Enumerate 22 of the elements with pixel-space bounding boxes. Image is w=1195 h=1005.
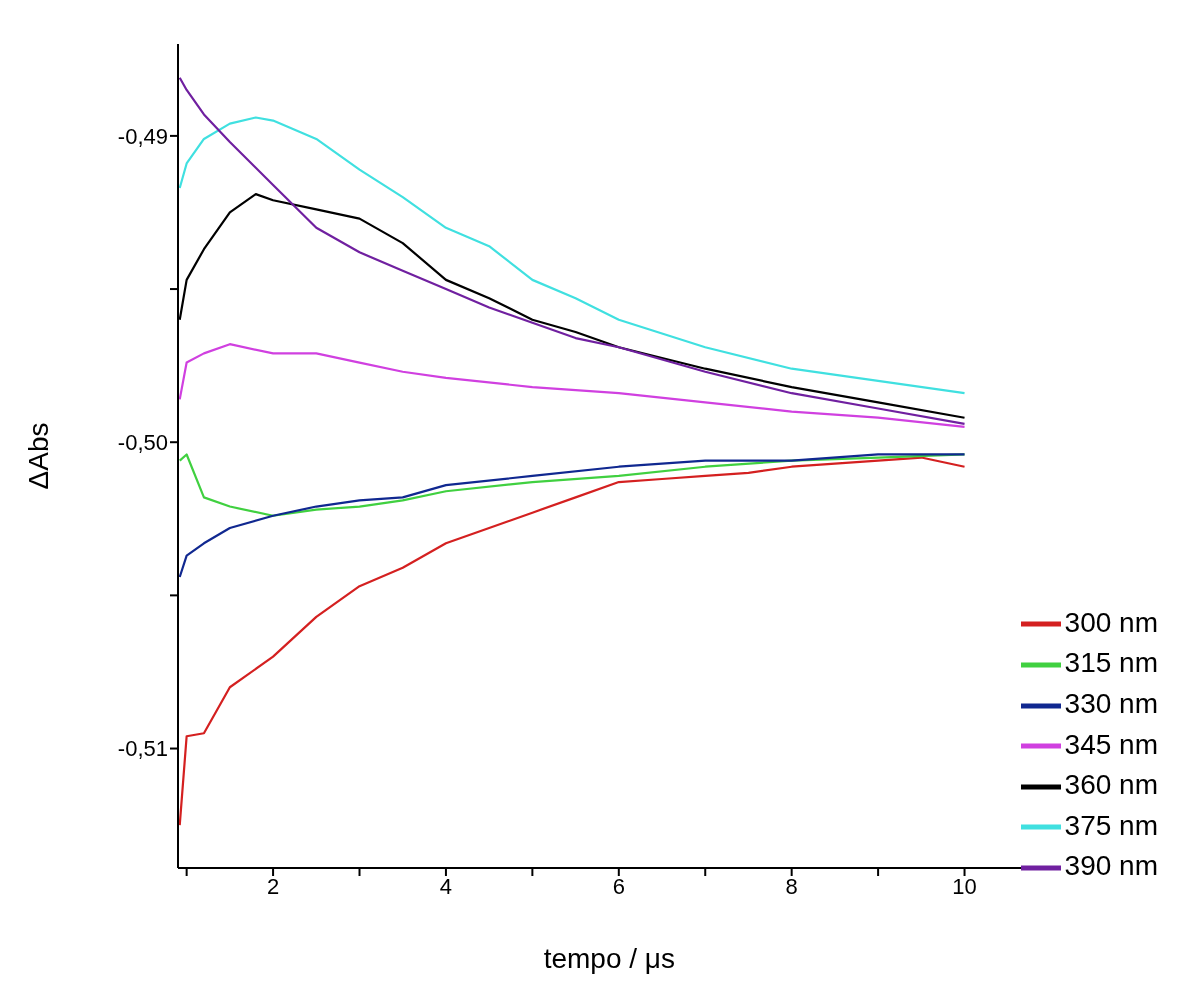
- line-series: [178, 343, 966, 428]
- line-series: [178, 76, 966, 425]
- legend-label: 360 nm: [1064, 769, 1158, 801]
- legend-label: 375 nm: [1064, 809, 1158, 841]
- y-tick-label: -0,49: [117, 123, 168, 149]
- y-tick-label: -0,51: [117, 736, 168, 762]
- legend-label: 390 nm: [1064, 850, 1158, 882]
- x-tick-label: 2: [266, 873, 280, 899]
- x-tick-label: 10: [952, 873, 977, 899]
- line-series: [178, 456, 966, 827]
- line-series: [178, 453, 966, 579]
- legend-label: 300 nm: [1064, 606, 1158, 638]
- y-axis-title: ΔAbs: [22, 422, 54, 490]
- legend-label: 345 nm: [1064, 728, 1158, 760]
- x-tick-label: 6: [612, 873, 625, 899]
- x-axis-title: tempo / μs: [543, 943, 675, 974]
- x-tick-label: 8: [785, 873, 798, 899]
- legend-label: 330 nm: [1064, 687, 1158, 719]
- legend-label: 315 nm: [1064, 647, 1158, 679]
- line-series: [178, 116, 966, 395]
- x-tick-label: 4: [439, 873, 453, 899]
- y-tick-label: -0,50: [117, 430, 168, 456]
